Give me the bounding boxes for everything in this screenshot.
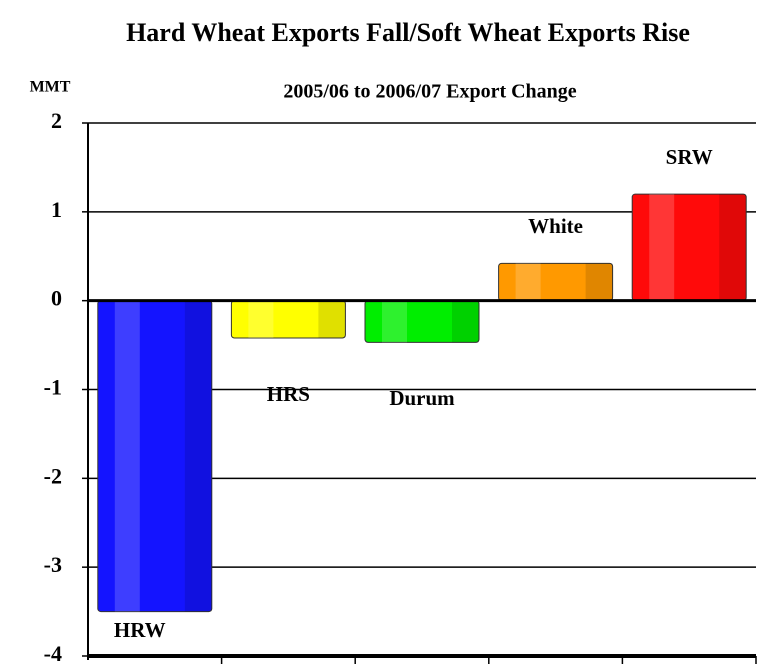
chart-subtitle: 2005/06 to 2006/07 Export Change — [283, 81, 576, 103]
category-label: White — [528, 214, 583, 238]
y-tick-label: 2 — [51, 108, 62, 133]
y-tick-label: -1 — [44, 375, 62, 400]
bar-shade — [585, 263, 613, 301]
bar-highlight — [114, 300, 140, 612]
bar-highlight — [382, 300, 407, 343]
bar-shade — [719, 194, 747, 301]
category-label: SRW — [666, 145, 713, 169]
y-tick-label: 1 — [51, 197, 62, 222]
y-tick-label: -3 — [44, 552, 62, 577]
bar-shade — [452, 300, 479, 343]
chart-title: Hard Wheat Exports Fall/Soft Wheat Expor… — [126, 18, 690, 47]
bar-shade — [318, 300, 346, 338]
y-tick-label: -2 — [44, 463, 62, 488]
bar-highlight — [248, 300, 274, 338]
y-tick-label: -4 — [44, 641, 62, 664]
category-label: HRS — [267, 382, 310, 406]
bar-highlight — [649, 194, 675, 301]
y-axis-label: MMT — [30, 79, 71, 96]
category-label: HRW — [114, 618, 166, 642]
bar-highlight — [515, 263, 541, 301]
bar-shade — [184, 300, 212, 612]
category-label: Durum — [389, 386, 455, 410]
y-tick-label: 0 — [51, 286, 62, 311]
